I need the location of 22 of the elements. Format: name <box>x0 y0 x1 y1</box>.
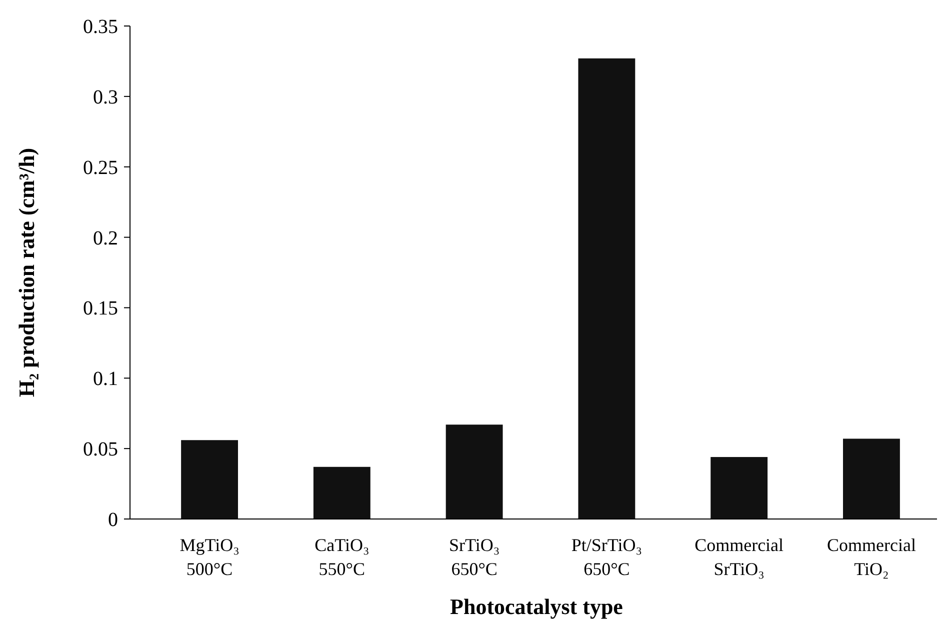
y-tick-label: 0.1 <box>93 368 118 390</box>
x-tick-label: Pt/SrTiO₃ 650°C <box>571 535 642 579</box>
bar <box>710 457 768 519</box>
bar <box>578 58 636 519</box>
y-tick-label: 0.2 <box>93 227 118 250</box>
y-tick-label: 0.3 <box>93 86 118 108</box>
x-tick-label: Commercial SrTiO₃ <box>694 535 784 579</box>
x-tick-label: SrTiO₃ 650°C <box>448 535 500 579</box>
y-tick-label: 0.35 <box>83 16 118 38</box>
bar <box>181 440 238 519</box>
x-axis-title: Photocatalyst type <box>450 594 624 619</box>
y-tick-label: 0.15 <box>83 298 118 320</box>
bar <box>843 438 900 519</box>
bar <box>313 466 370 519</box>
x-tick-label: MgTiO₃ 500°C <box>180 535 240 579</box>
bar <box>446 424 503 519</box>
y-tick-label: 0 <box>108 509 118 531</box>
x-tick-label: Commercial TiO₂ <box>826 535 916 579</box>
y-tick-label: 0.05 <box>83 438 118 461</box>
x-tick-label: CaTiO₃ 550°C <box>314 535 370 579</box>
y-tick-label: 0.25 <box>83 156 118 179</box>
y-axis-title: H₂ production rate (cm³/h) <box>14 148 39 398</box>
